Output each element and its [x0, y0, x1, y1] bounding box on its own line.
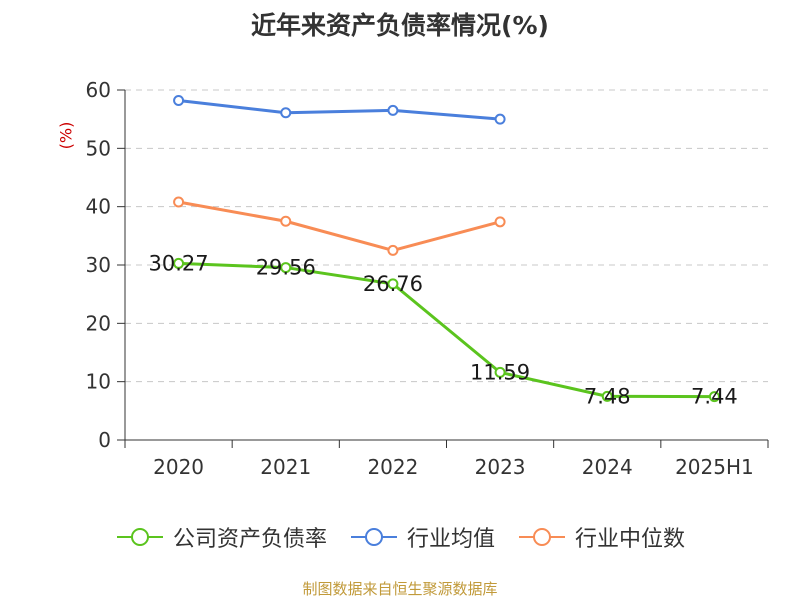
data-label: 7.48	[584, 384, 631, 408]
legend-marker-industry-median	[519, 528, 565, 546]
legend-item-industry-median[interactable]: 行业中位数	[517, 521, 685, 553]
legend-label-industry-mean: 行业均值	[406, 527, 495, 552]
data-label: 30.27	[149, 251, 209, 275]
series-line	[178, 99, 501, 121]
x-tick-label: 2024	[582, 455, 633, 479]
chart-title: 近年来资产负债率情况(%)	[251, 11, 549, 40]
legend: 公司资产负债率 行业均值 行业中位数	[0, 520, 800, 554]
data-source: 制图数据来自恒生聚源数据库	[302, 580, 498, 598]
data-point	[173, 257, 185, 269]
data-point	[173, 196, 185, 208]
x-tick-label: 2021	[260, 455, 311, 479]
data-point	[387, 104, 399, 116]
data-label: 11.59	[470, 360, 530, 384]
series-line	[178, 200, 501, 252]
legend-item-industry-mean[interactable]: 行业均值	[349, 521, 495, 553]
y-tick-label: 20	[86, 311, 111, 335]
data-point	[387, 244, 399, 256]
y-tick-label: 10	[86, 370, 111, 394]
x-tick-label: 2025H1	[675, 455, 754, 479]
data-point	[494, 113, 506, 125]
y-tick-label: 40	[86, 195, 111, 219]
data-point	[601, 390, 613, 402]
series-line	[178, 261, 715, 399]
x-tick-label: 2020	[153, 455, 204, 479]
data-label: 7.44	[691, 385, 738, 409]
data-point	[280, 107, 292, 119]
data-point	[494, 366, 506, 378]
data-point	[280, 262, 292, 274]
data-point	[173, 95, 185, 106]
data-point	[280, 215, 292, 227]
legend-marker-industry-mean	[350, 528, 397, 546]
y-tick-label: 50	[86, 136, 111, 160]
data-label: 26.76	[363, 272, 423, 296]
legend-label-company: 公司资产负债率	[172, 527, 327, 552]
y-tick-label: 30	[86, 253, 111, 277]
y-tick-label: 0	[98, 428, 111, 452]
legend-label-industry-median: 行业中位数	[575, 527, 686, 552]
data-point	[387, 278, 399, 290]
x-tick-label: 2022	[367, 455, 418, 479]
x-tick-label: 2023	[475, 455, 526, 479]
y-tick-label: 60	[86, 78, 111, 102]
legend-item-company[interactable]: 公司资产负债率	[115, 521, 327, 553]
data-point	[708, 391, 720, 403]
data-point	[494, 216, 506, 228]
data-label: 29.56	[256, 256, 316, 280]
legend-marker-company	[116, 528, 163, 546]
